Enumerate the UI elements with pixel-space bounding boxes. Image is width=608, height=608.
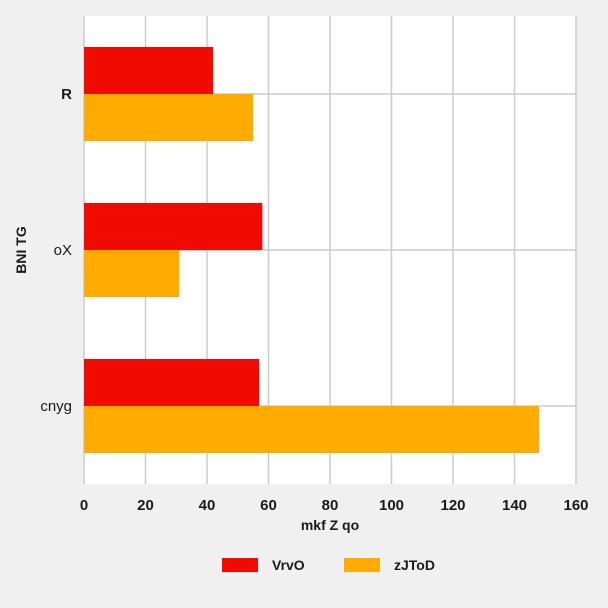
- x-tick-label: 140: [502, 497, 527, 514]
- x-tick-label: 120: [440, 497, 465, 514]
- y-axis-ticks: RoX cnyg: [40, 86, 72, 415]
- bars: [84, 47, 540, 453]
- y-tick-label: cnyg: [40, 398, 72, 415]
- y-tick-label: oX: [54, 242, 72, 259]
- x-axis-ticks: 0 20 40 60 80 100 120 140 160: [80, 497, 589, 514]
- legend-swatch: [344, 558, 380, 572]
- x-tick-label: 40: [199, 497, 216, 514]
- x-tick-label: 60: [260, 497, 277, 514]
- x-axis-title: mkf Z qo: [301, 517, 359, 533]
- y-axis-title: BNI TG: [13, 226, 29, 274]
- x-tick-label: 20: [137, 497, 154, 514]
- x-tick-label: 0: [80, 497, 88, 514]
- bar-zJToD-cnyg: [84, 406, 540, 453]
- bar-zJToD-R: [84, 94, 254, 141]
- bar-VrvO-cnyg: [84, 359, 260, 406]
- bar-VrvO-oX: [84, 203, 263, 250]
- y-tick-label: R: [61, 86, 72, 103]
- x-tick-label: 80: [322, 497, 339, 514]
- legend: VrvO zJToD: [222, 557, 435, 573]
- bar-VrvO-R: [84, 47, 214, 94]
- x-tick-label: 100: [379, 497, 404, 514]
- legend-swatch: [222, 558, 258, 572]
- legend-label: zJToD: [394, 557, 435, 573]
- legend-label: VrvO: [272, 557, 305, 573]
- x-tick-label: 160: [563, 497, 588, 514]
- bar-zJToD-oX: [84, 250, 180, 297]
